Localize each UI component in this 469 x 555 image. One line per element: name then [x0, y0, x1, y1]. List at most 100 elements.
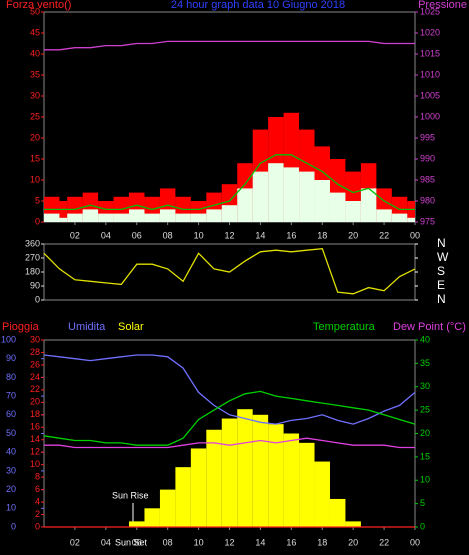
bar: [407, 201, 415, 222]
y2-tick-label: 1025: [420, 6, 440, 16]
x-tick-label: 12: [224, 230, 234, 240]
y-tick-label: 35: [30, 69, 40, 79]
legend-entry: Solar: [118, 321, 144, 333]
y-tick-label: 180: [25, 266, 40, 276]
bar: [190, 213, 207, 222]
x-tick-label: 08: [163, 230, 173, 240]
bar: [98, 213, 114, 222]
x-tick-label: 10: [194, 230, 204, 240]
y2-tick-label: 1020: [420, 27, 440, 37]
y-tick-label: 50: [30, 6, 40, 16]
x-tick-label: 20: [348, 230, 358, 240]
bar: [299, 171, 315, 222]
x-tick-label: 02: [70, 230, 80, 240]
y3-tick-label: 30: [30, 334, 40, 344]
bar: [360, 188, 377, 222]
y-tick-label: 15: [30, 153, 40, 163]
y-tick-label: 25: [30, 111, 40, 121]
y2-tick-label: 0: [420, 521, 425, 531]
x-tick-label: 12: [224, 537, 234, 547]
bar: [206, 209, 222, 222]
x-tick-label: 22: [379, 537, 389, 547]
y-tick-label: 45: [30, 27, 40, 37]
y2-tick-label: 30: [420, 381, 430, 391]
x-tick-label: 00: [410, 230, 420, 240]
x-tick-label: 16: [286, 537, 296, 547]
bar: [329, 498, 346, 527]
legend-entry: Umidita: [68, 321, 106, 333]
bar: [129, 521, 145, 527]
bar: [314, 180, 330, 222]
bar: [144, 213, 160, 222]
bar: [252, 171, 269, 222]
y2-tick-label: 15: [420, 451, 430, 461]
bar: [299, 442, 315, 527]
y3-tick-label: 10: [30, 459, 40, 469]
y-tick-label: 30: [6, 465, 16, 475]
y2-tick-label: 1010: [420, 69, 440, 79]
y-tick-label: 100: [1, 334, 16, 344]
series-line: [44, 437, 415, 449]
y3-tick-label: 0: [35, 521, 40, 531]
y-tick-label: 40: [6, 447, 16, 457]
x-tick-label: 06: [132, 537, 142, 547]
y-tick-label: 0: [11, 521, 16, 531]
y2-tick-label: E: [437, 278, 445, 292]
bar: [44, 213, 60, 222]
x-tick-label: 04: [101, 537, 111, 547]
y3-tick-label: 28: [30, 347, 40, 357]
y3-tick-label: 6: [35, 484, 40, 494]
y2-tick-label: W: [437, 250, 449, 264]
bar: [237, 409, 253, 527]
bar: [144, 508, 160, 527]
legend-entry: Dew Point (°C): [393, 321, 466, 333]
x-tick-label: 20: [348, 537, 358, 547]
y2-tick-label: 980: [420, 195, 435, 205]
y3-tick-label: 26: [30, 359, 40, 369]
bar: [391, 213, 408, 222]
y2-tick-label: 1005: [420, 90, 440, 100]
bar: [51, 217, 68, 222]
y2-tick-label: 35: [420, 358, 430, 368]
x-tick-label: 22: [379, 230, 389, 240]
y2-tick-label: 985: [420, 174, 435, 184]
y2-axis-label: Pressione: [418, 0, 467, 11]
bar: [129, 209, 145, 222]
y-tick-label: 5: [35, 195, 40, 205]
bar: [82, 209, 99, 222]
y-tick-label: 0: [35, 294, 40, 304]
y-axis-label: Forza vento(): [6, 0, 71, 11]
y-tick-label: 90: [6, 353, 16, 363]
y-tick-label: 10: [30, 174, 40, 184]
x-tick-label: 10: [194, 537, 204, 547]
legend-entry: Temperatura: [313, 321, 376, 333]
y3-tick-label: 18: [30, 409, 40, 419]
y2-tick-label: 10: [420, 475, 430, 485]
series-line: [43, 390, 416, 446]
chart-title: 24 hour graph data 10 Giugno 2018: [171, 0, 345, 11]
bar: [175, 467, 191, 527]
bar: [314, 461, 330, 527]
y-tick-label: 10: [6, 503, 16, 513]
y-tick-label: 360: [25, 238, 40, 248]
y2-tick-label: 1015: [420, 48, 440, 58]
bar: [283, 167, 300, 222]
y3-tick-label: 8: [35, 472, 40, 482]
y-tick-label: 30: [30, 90, 40, 100]
y3-tick-label: 2: [35, 509, 40, 519]
bar: [252, 414, 269, 527]
series-line: [43, 354, 416, 425]
bar: [221, 418, 238, 527]
x-tick-label: 16: [286, 230, 296, 240]
bar: [190, 448, 207, 527]
bar: [345, 521, 361, 527]
series-line: [44, 154, 415, 211]
bar: [159, 209, 176, 222]
x-tick-label: 02: [70, 537, 80, 547]
bar: [268, 163, 284, 222]
y-tick-label: 50: [6, 428, 16, 438]
y3-tick-label: 4: [35, 496, 40, 506]
x-tick-label: 14: [255, 230, 265, 240]
